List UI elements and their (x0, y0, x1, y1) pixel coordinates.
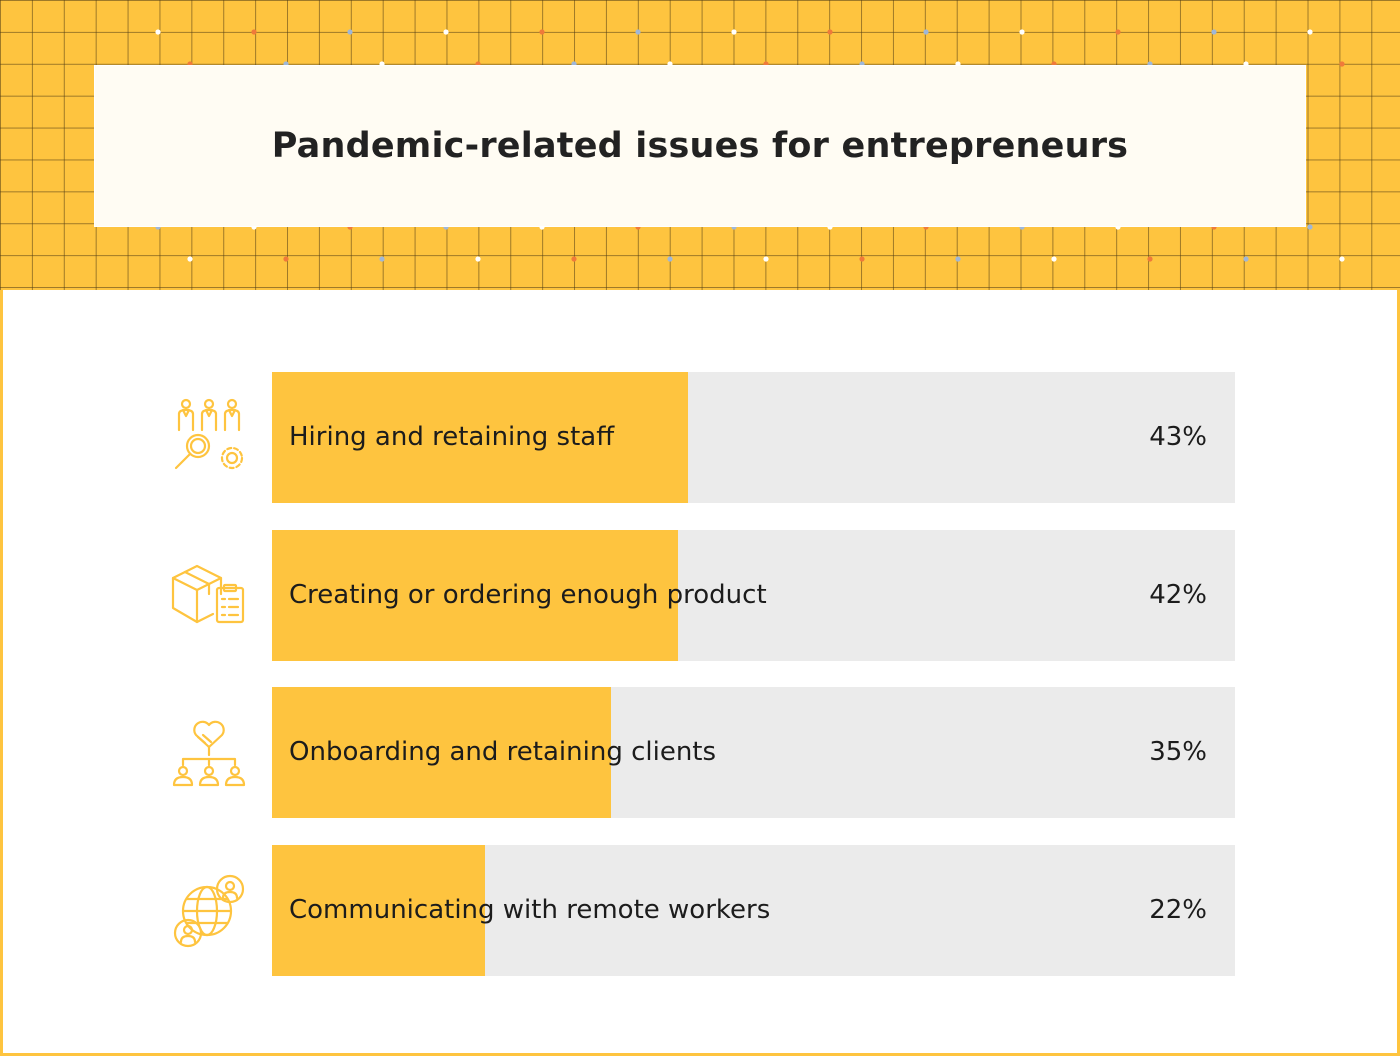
bar-value-label: 22% (1149, 895, 1207, 925)
bar-track (272, 372, 1235, 503)
bar-value-label: 42% (1149, 580, 1207, 610)
grid-dots (155, 29, 1345, 262)
bar-track (272, 687, 1235, 818)
client-handshake-icon (172, 720, 246, 787)
bar-label: Onboarding and retaining clients (289, 737, 717, 767)
bar-label: Communicating with remote workers (289, 895, 771, 925)
remote-globe-icon (173, 874, 245, 948)
bar-label: Creating or ordering enough product (289, 580, 767, 610)
bar-track (272, 530, 1235, 661)
staff-search-icon (174, 398, 244, 470)
bar-value-label: 35% (1149, 737, 1207, 767)
bar-row: Hiring and retaining staff 43% (3, 372, 1400, 503)
chart-title: Pandemic-related issues for entrepreneur… (271, 126, 1129, 166)
chart-area: Hiring and retaining staff 43% Creating … (0, 290, 1400, 1056)
header-banner: Pandemic-related issues for entrepreneur… (0, 0, 1400, 290)
bar (272, 530, 679, 661)
bar-row: Communicating with remote workers 22% (3, 845, 1400, 976)
product-box-icon (171, 564, 245, 624)
bar (272, 845, 485, 976)
title-box: Pandemic-related issues for entrepreneur… (95, 66, 1305, 226)
bar-value-label: 43% (1149, 422, 1207, 452)
bar (272, 687, 611, 818)
bar-label: Hiring and retaining staff (289, 422, 615, 452)
bar-track (272, 845, 1235, 976)
bar-row: Creating or ordering enough product 42% (3, 530, 1400, 661)
bar-row: Onboarding and retaining clients 35% (3, 687, 1400, 818)
bar (272, 372, 689, 503)
